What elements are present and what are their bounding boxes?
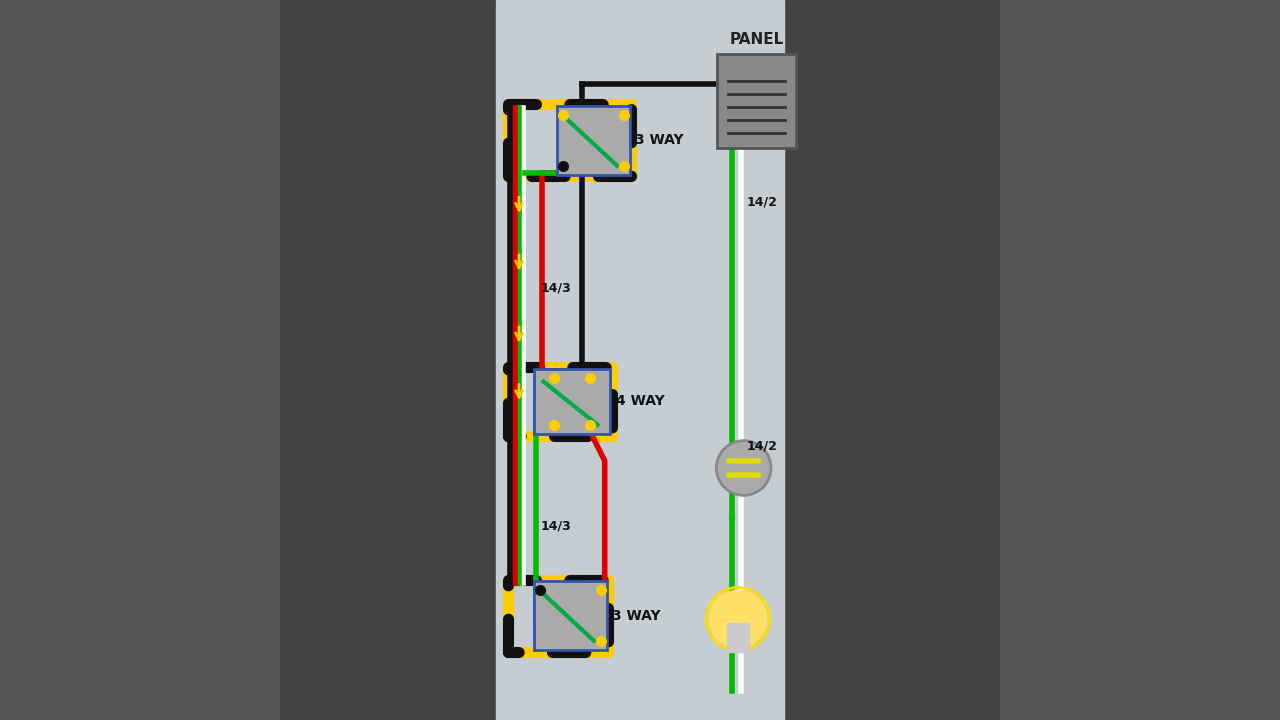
Text: 14/2: 14/2 <box>746 440 777 453</box>
FancyBboxPatch shape <box>534 369 611 434</box>
Text: 3 WAY: 3 WAY <box>612 608 660 623</box>
FancyBboxPatch shape <box>557 106 630 175</box>
Circle shape <box>717 441 771 495</box>
Text: 14/2: 14/2 <box>746 195 777 208</box>
Bar <box>497 0 783 720</box>
Text: 14/3: 14/3 <box>540 282 571 294</box>
Text: 3 WAY: 3 WAY <box>635 133 684 148</box>
FancyBboxPatch shape <box>534 581 607 650</box>
Text: PANEL: PANEL <box>730 32 783 47</box>
Text: 4 WAY: 4 WAY <box>616 395 664 408</box>
Bar <box>280 0 497 720</box>
Circle shape <box>709 590 767 648</box>
Text: 14/3: 14/3 <box>540 519 571 532</box>
FancyBboxPatch shape <box>717 54 796 148</box>
Bar <box>727 623 749 652</box>
Bar <box>783 0 1000 720</box>
